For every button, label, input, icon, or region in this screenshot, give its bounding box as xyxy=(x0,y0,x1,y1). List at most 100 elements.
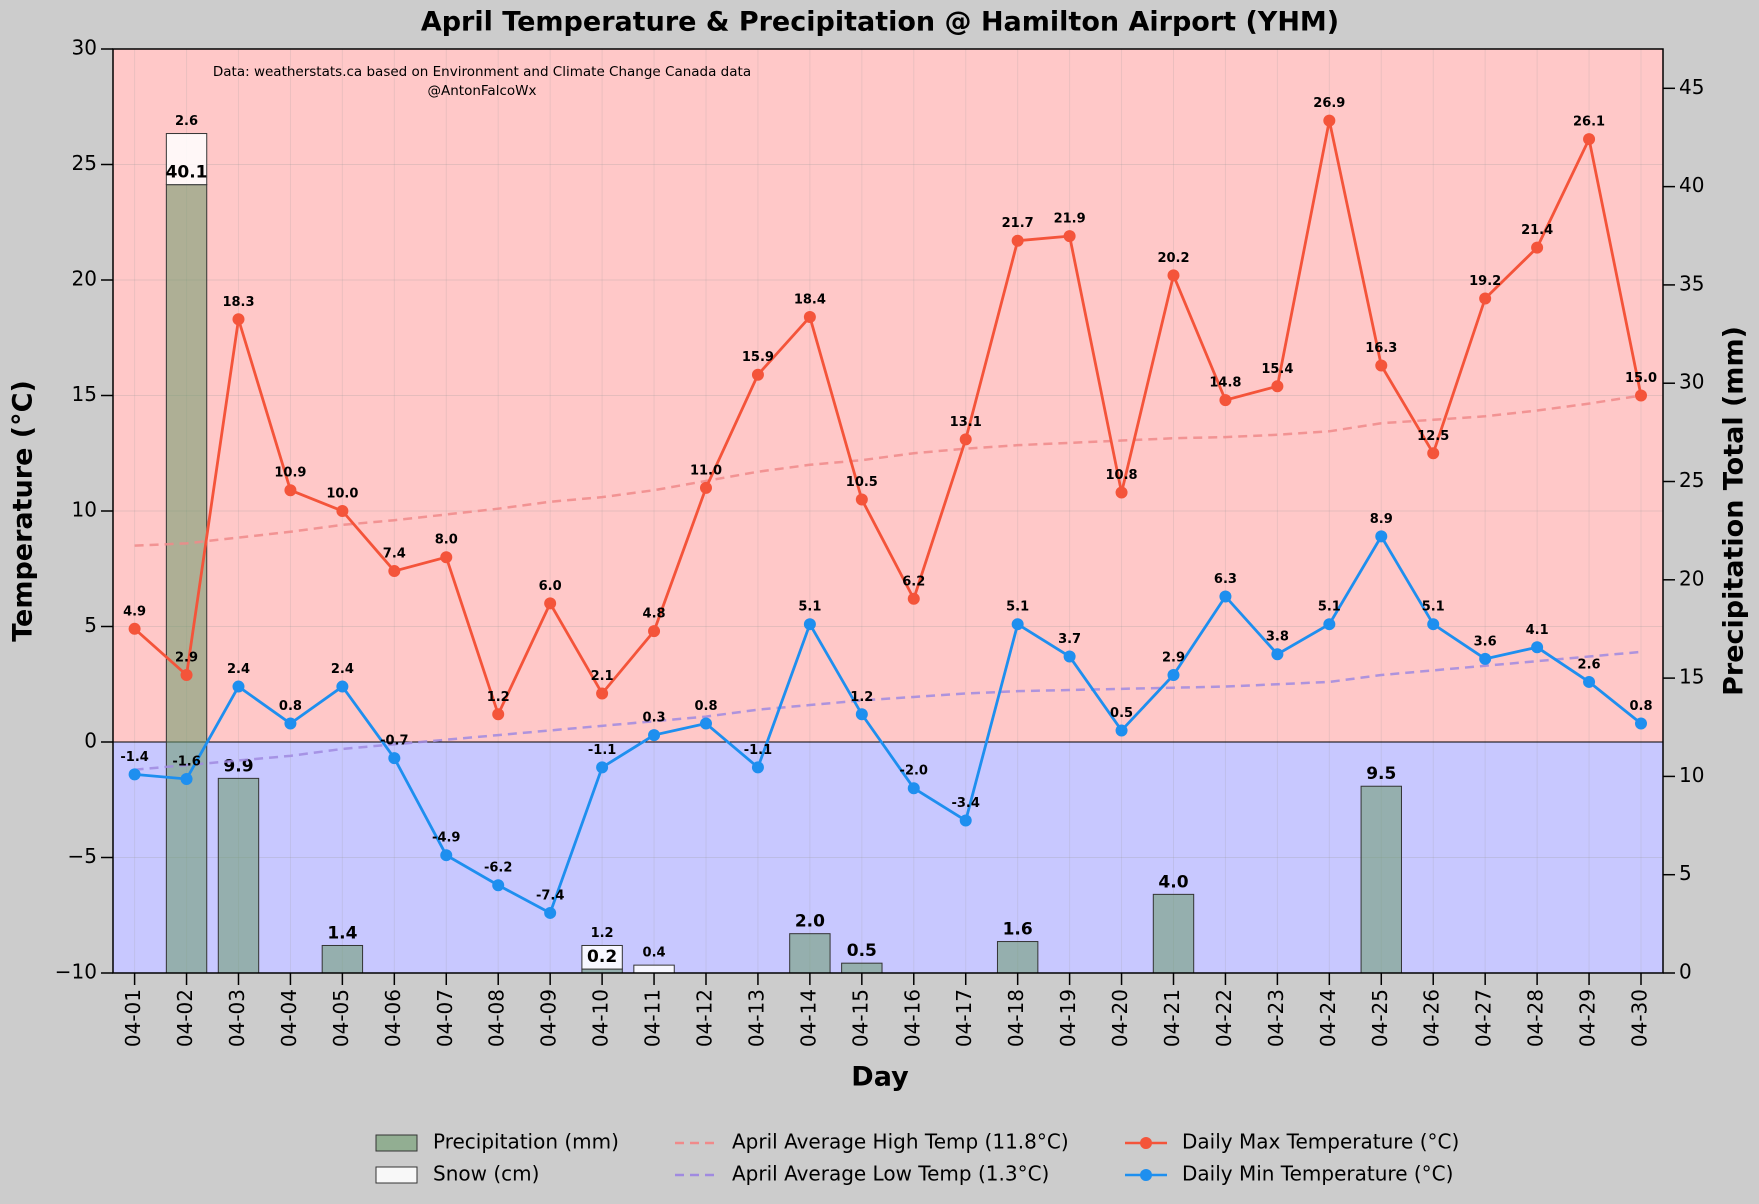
x-tick-label: 04-07 xyxy=(433,989,457,1047)
x-tick-label: 04-22 xyxy=(1212,989,1236,1047)
point-value-label: 0.8 xyxy=(694,699,717,714)
x-tick-label: 04-21 xyxy=(1160,989,1184,1047)
point-value-label: 10.0 xyxy=(326,487,358,502)
x-tick-label: 04-23 xyxy=(1264,989,1288,1047)
y-tick-label: 30 xyxy=(72,36,97,60)
point-value-label: -3.4 xyxy=(951,796,979,811)
temperature-point xyxy=(544,597,557,610)
y2-tick-label: 30 xyxy=(1679,370,1704,394)
y-tick-label: 0 xyxy=(84,729,97,753)
bar-value-label: 2.6 xyxy=(175,114,198,129)
point-value-label: 2.4 xyxy=(331,662,354,677)
x-axis-label: Day xyxy=(851,1062,909,1093)
y-tick-label: −10 xyxy=(55,960,97,984)
temperature-point xyxy=(1063,650,1076,663)
precip-bar xyxy=(1152,893,1195,974)
temperature-point xyxy=(1531,241,1544,254)
bar-value-label: 0.4 xyxy=(643,946,666,961)
y2-tick-label: 25 xyxy=(1679,468,1704,492)
x-tick-label: 04-29 xyxy=(1576,989,1600,1047)
y-tick-label: 15 xyxy=(72,382,97,406)
point-value-label: 0.3 xyxy=(643,711,666,726)
point-value-label: 13.1 xyxy=(950,415,982,430)
x-tick-label: 04-09 xyxy=(537,989,561,1047)
precip-bar xyxy=(996,941,1039,974)
average-line xyxy=(134,394,1642,547)
temperature-point xyxy=(232,313,245,326)
temperature-line xyxy=(134,533,1642,915)
annotation: @AntonFalcoWx xyxy=(428,83,537,99)
legend-label: Precipitation (mm) xyxy=(433,1130,619,1154)
x-tick-label: 04-18 xyxy=(1004,989,1028,1047)
point-value-label: 18.4 xyxy=(794,292,826,307)
temperature-point xyxy=(1115,724,1128,737)
y-tick-label: 10 xyxy=(72,498,97,522)
point-value-label: 4.8 xyxy=(643,607,666,622)
point-value-label: 10.9 xyxy=(274,466,306,481)
point-value-label: 3.7 xyxy=(1058,632,1081,647)
x-tick-label: 04-03 xyxy=(225,989,249,1047)
legend-marker xyxy=(1140,1137,1152,1149)
point-value-label: -1.1 xyxy=(744,743,772,758)
temperature-point xyxy=(1531,641,1544,654)
temperature-point xyxy=(907,782,920,795)
legend-label: Daily Max Temperature (°C) xyxy=(1182,1130,1459,1154)
temperature-point xyxy=(751,368,764,381)
bar-value-label: 9.9 xyxy=(223,756,253,776)
temperature-point xyxy=(336,680,349,693)
x-tick-label: 04-17 xyxy=(952,989,976,1047)
point-value-label: 0.8 xyxy=(279,699,302,714)
x-tick-label: 04-28 xyxy=(1524,989,1548,1047)
temperature-point xyxy=(1011,618,1024,631)
x-tick-label: 04-16 xyxy=(900,989,924,1047)
x-tick-label: 04-30 xyxy=(1628,989,1652,1047)
temperature-point xyxy=(1583,133,1596,146)
x-tick-label: 04-19 xyxy=(1056,989,1080,1047)
point-value-label: 21.7 xyxy=(1002,216,1034,231)
point-value-label: 2.1 xyxy=(591,669,614,684)
point-value-label: 10.5 xyxy=(846,475,878,490)
x-tick-label: 04-20 xyxy=(1108,989,1132,1047)
y2-axis-label: Precipitation Total (mm) xyxy=(1719,326,1750,696)
y-tick-label: 20 xyxy=(72,267,97,291)
point-value-label: 7.4 xyxy=(383,547,406,562)
temperature-point xyxy=(1167,269,1180,282)
legend-label: April Average High Temp (11.8°C) xyxy=(732,1130,1069,1154)
point-value-label: 15.9 xyxy=(742,350,774,365)
point-value-label: 6.2 xyxy=(902,574,925,589)
x-tick-label: 04-25 xyxy=(1368,989,1392,1047)
x-tick-label: 04-06 xyxy=(381,989,405,1047)
chart-title: April Temperature & Precipitation @ Hami… xyxy=(421,7,1339,38)
point-value-label: 15.0 xyxy=(1625,371,1657,386)
point-value-label: 3.8 xyxy=(1266,630,1289,645)
temperature-point xyxy=(648,625,661,638)
point-value-label: 20.2 xyxy=(1157,251,1189,266)
point-value-label: 6.3 xyxy=(1214,572,1237,587)
temperature-point xyxy=(128,622,141,635)
point-value-label: -0.7 xyxy=(380,734,408,749)
temperature-line xyxy=(133,120,1643,719)
point-value-label: 21.9 xyxy=(1054,212,1086,227)
temperature-point xyxy=(855,708,868,721)
plot-frame xyxy=(112,48,1664,974)
point-value-label: -7.4 xyxy=(536,888,564,903)
point-value-label: 11.0 xyxy=(690,463,722,478)
point-value-label: 8.9 xyxy=(1370,512,1393,527)
x-tick-label: 04-02 xyxy=(173,989,197,1047)
temperature-point xyxy=(1011,234,1024,247)
point-value-label: 5.1 xyxy=(1422,600,1445,615)
point-value-label: 1.2 xyxy=(487,690,510,705)
temperature-point xyxy=(699,717,712,730)
plot-background-cold xyxy=(113,742,1663,973)
temperature-point xyxy=(1583,675,1596,688)
point-value-label: 5.1 xyxy=(1318,600,1341,615)
x-tick-label: 04-10 xyxy=(589,989,613,1047)
bar-value-label: 0.2 xyxy=(587,947,617,967)
temperature-point xyxy=(1427,618,1440,631)
point-value-label: 1.2 xyxy=(850,690,873,705)
plot-background-warm xyxy=(113,49,1663,742)
y-tick-label: 25 xyxy=(72,151,97,175)
y2-tick-label: 45 xyxy=(1679,75,1704,99)
bar-value-label: 1.4 xyxy=(327,923,357,943)
temperature-point xyxy=(959,433,972,446)
